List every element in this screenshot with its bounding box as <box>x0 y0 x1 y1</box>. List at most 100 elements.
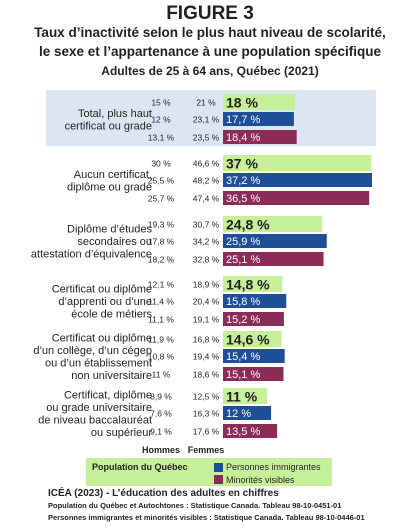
legend-swatch-immigrants <box>214 463 223 472</box>
data-label: 25,1 % <box>226 254 260 266</box>
women-value: 30,7 % <box>193 220 220 230</box>
bar <box>223 424 278 438</box>
women-value: 46,6 % <box>193 159 220 169</box>
women-value: 48,2 % <box>193 176 220 186</box>
bar <box>223 112 294 126</box>
data-label: 15,4 % <box>226 351 260 363</box>
bar <box>223 367 284 381</box>
men-value: 11,4 % <box>148 297 174 307</box>
women-value: 18,6 % <box>193 370 220 380</box>
legend-minorities: Minorités visibles <box>226 475 295 485</box>
category-label: Certificat, diplôme <box>64 389 152 401</box>
category-label: Diplôme d’études <box>67 224 152 236</box>
bar <box>223 349 285 363</box>
data-label: 37,2 % <box>226 175 260 187</box>
men-value: 11,9 % <box>148 335 174 345</box>
men-value: 18,2 % <box>148 255 175 265</box>
category-label: certificat ou grade <box>65 120 152 132</box>
women-value: 32,8 % <box>193 255 220 265</box>
category-label: secondaires ou <box>77 236 152 248</box>
category-label: attestation d’équivalence <box>31 249 152 261</box>
bar <box>223 130 297 144</box>
men-value: 19,3 % <box>148 220 175 230</box>
category-label: Certificat ou diplôme <box>52 284 152 296</box>
category-label: d’un collège, d’un cégep <box>33 345 152 357</box>
men-value: 12,1 % <box>148 280 175 290</box>
men-value: 17,8 % <box>148 237 175 247</box>
column-header-women: Femmes <box>188 445 225 455</box>
chart-title-line1: Taux d’inactivité selon le plus haut niv… <box>34 25 386 40</box>
chart-subtitle: Adultes de 25 à 64 ans, Québec (2021) <box>101 64 319 78</box>
bar <box>223 94 296 110</box>
total-highlight-band <box>46 90 376 146</box>
men-value: 10,8 % <box>148 352 175 362</box>
category-label: diplôme ou grade <box>67 181 152 193</box>
men-value: 25,7 % <box>148 194 175 204</box>
men-value: 30 % <box>151 159 171 169</box>
women-value: 12,5 % <box>193 392 220 402</box>
column-header-men: Hommes <box>142 445 180 455</box>
footer-source-title: ICÉA (2023) - L’éducation des adultes en… <box>48 488 279 499</box>
women-value: 19,4 % <box>193 352 220 362</box>
category-label: ou supérieur <box>91 427 152 439</box>
men-value: 7,6 % <box>150 409 172 419</box>
legend-swatch-minorities <box>214 475 223 484</box>
women-value: 19,1 % <box>193 315 220 325</box>
category-label: ou grade universitaire <box>46 402 152 414</box>
women-value: 17,6 % <box>193 427 220 437</box>
data-label: 18,4 % <box>226 132 260 144</box>
data-label: 12 % <box>226 408 251 420</box>
women-value: 16,3 % <box>193 409 220 419</box>
legend-immigrants: Personnes immigrantes <box>226 462 321 472</box>
men-value: 9,1 % <box>150 427 172 437</box>
figure-label: FIGURE 3 <box>166 3 254 24</box>
bar <box>223 388 268 404</box>
bar <box>223 191 370 205</box>
footer-source-immigrants: Personnes immigrantes et minorités visib… <box>48 513 365 522</box>
data-label: 24,8 % <box>226 217 270 233</box>
category-label: non universitaire <box>71 370 152 382</box>
category-label: école de métiers <box>71 309 152 321</box>
data-label: 17,7 % <box>226 114 260 126</box>
men-value: 11 % <box>152 370 171 380</box>
legend-box <box>86 458 332 486</box>
footer-source-quebec: Population du Québec et Autochtones : St… <box>48 501 342 510</box>
category-label: Certificat ou diplôme <box>52 332 152 344</box>
women-value: 34,2 % <box>193 237 220 247</box>
men-value: 11,1 % <box>148 315 174 325</box>
bar <box>223 155 372 171</box>
bar <box>223 216 323 232</box>
bar <box>223 173 372 187</box>
bar <box>223 406 272 420</box>
women-value: 47,4 % <box>193 194 220 204</box>
women-value: 18,9 % <box>193 280 220 290</box>
bar <box>223 294 287 308</box>
category-label: de niveau baccalauréat <box>38 414 152 426</box>
data-label: 13,5 % <box>226 426 260 438</box>
data-label: 25,9 % <box>226 236 260 248</box>
data-label: 14,8 % <box>226 277 270 293</box>
data-label: 15,2 % <box>226 314 260 326</box>
category-label: d’apprenti ou d’une <box>58 296 152 308</box>
chart-title-line2: le sexe et l’appartenance à une populati… <box>38 44 382 59</box>
bar <box>223 312 284 326</box>
men-value: 13,1 % <box>148 133 175 143</box>
category-label: Total, plus haut <box>78 108 152 120</box>
data-label: 11 % <box>226 389 258 405</box>
data-label: 18 % <box>226 95 258 111</box>
bar <box>223 234 327 248</box>
women-value: 16,8 % <box>193 335 220 345</box>
bar <box>223 252 324 266</box>
men-value: 8,9 % <box>150 392 172 402</box>
data-label: 15,8 % <box>226 296 260 308</box>
data-label: 37 % <box>226 156 258 172</box>
bar <box>223 331 282 347</box>
men-value: 15 % <box>151 98 171 108</box>
women-value: 20,4 % <box>193 297 220 307</box>
data-label: 36,5 % <box>226 193 260 205</box>
women-value: 23,5 % <box>193 133 220 143</box>
men-value: 12 % <box>151 115 171 125</box>
men-value: 25,5 % <box>148 176 175 186</box>
category-label: ou d’un établissement <box>45 357 152 369</box>
